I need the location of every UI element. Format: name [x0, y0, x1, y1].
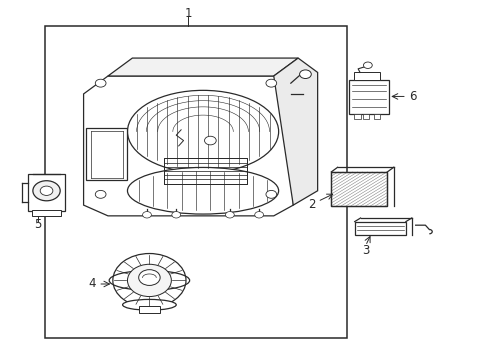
- Bar: [330, 172, 386, 206]
- Polygon shape: [83, 76, 293, 216]
- Bar: [86, 128, 127, 180]
- Circle shape: [40, 186, 53, 195]
- Bar: [362, 114, 368, 119]
- Circle shape: [33, 181, 60, 201]
- Circle shape: [204, 136, 216, 145]
- Circle shape: [139, 270, 160, 285]
- Circle shape: [142, 212, 151, 218]
- Circle shape: [254, 212, 263, 218]
- Bar: [44, 26, 346, 338]
- Circle shape: [265, 79, 276, 87]
- Circle shape: [95, 190, 106, 198]
- Text: 5: 5: [35, 218, 42, 231]
- Bar: [330, 172, 386, 206]
- Polygon shape: [108, 58, 298, 76]
- Circle shape: [127, 264, 171, 297]
- Circle shape: [299, 70, 311, 78]
- Text: 6: 6: [408, 90, 416, 103]
- Circle shape: [225, 212, 234, 218]
- Text: 3: 3: [361, 244, 368, 257]
- Ellipse shape: [127, 90, 278, 173]
- Circle shape: [95, 79, 106, 87]
- Ellipse shape: [122, 300, 176, 310]
- Ellipse shape: [127, 167, 278, 214]
- Bar: [139, 306, 160, 314]
- Bar: [28, 174, 65, 211]
- Bar: [353, 114, 360, 119]
- Text: 2: 2: [307, 198, 315, 211]
- Bar: [354, 222, 405, 234]
- Circle shape: [113, 253, 185, 307]
- Text: 4: 4: [88, 278, 96, 291]
- Bar: [32, 211, 61, 216]
- Bar: [163, 158, 246, 184]
- Bar: [373, 114, 379, 119]
- Text: 1: 1: [184, 7, 192, 20]
- Circle shape: [363, 62, 371, 68]
- Circle shape: [171, 212, 180, 218]
- Bar: [353, 72, 379, 80]
- Bar: [348, 80, 388, 114]
- Circle shape: [265, 190, 276, 198]
- Polygon shape: [273, 58, 317, 205]
